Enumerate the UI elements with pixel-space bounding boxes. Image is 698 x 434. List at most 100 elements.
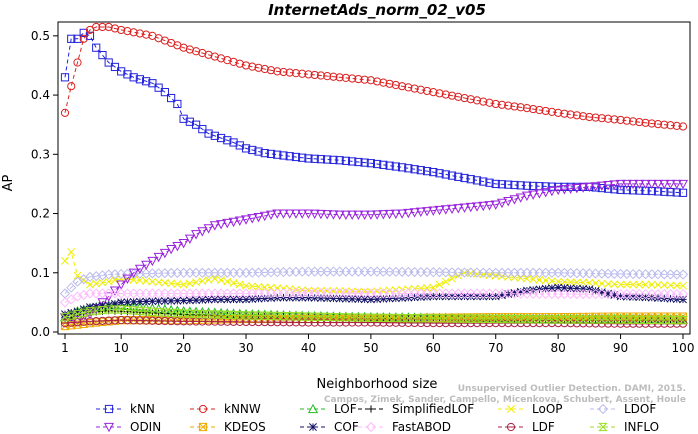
data-point-inflo <box>272 311 283 321</box>
x-tick-label: 100 <box>672 341 695 355</box>
data-point-loop <box>529 275 538 284</box>
data-point-odin <box>322 210 333 220</box>
data-point-knnw <box>117 25 126 35</box>
data-point-cof <box>522 286 531 295</box>
data-point-loop <box>229 279 238 287</box>
data-point-odin <box>596 181 607 191</box>
data-point-knn <box>260 149 269 158</box>
data-point-odin <box>534 189 545 199</box>
data-point-knnw <box>73 58 82 67</box>
data-point-loop <box>142 277 151 286</box>
data-point-inflo <box>372 313 382 322</box>
data-point-fastabod <box>72 291 83 302</box>
data-point-cof <box>622 292 631 301</box>
data-point-cof <box>616 292 625 301</box>
data-point-inflo <box>459 314 470 323</box>
data-point-knnw <box>660 120 669 129</box>
data-point-odin <box>621 179 632 190</box>
data-point-cof <box>204 295 213 304</box>
data-point-knnw <box>191 47 201 56</box>
data-point-knnw <box>285 68 294 77</box>
data-point-cof <box>360 295 369 304</box>
data-point-cof <box>248 295 257 304</box>
legend-item-cof: COF <box>300 420 359 434</box>
data-point-inflo <box>484 314 495 324</box>
data-point-cof <box>210 295 219 304</box>
data-point-knnw <box>416 85 425 94</box>
data-point-inflo <box>110 305 120 314</box>
legend-label-fastabod: FastABOD <box>392 420 451 434</box>
data-point-fastabod <box>677 288 689 300</box>
data-point-inflo <box>553 315 563 324</box>
data-point-knn <box>223 136 232 145</box>
data-point-cof <box>516 287 525 296</box>
data-point-knnw <box>460 93 469 103</box>
data-point-inflo <box>409 314 420 323</box>
y-axis-ticks: 0.0 0.1 0.2 0.3 0.4 0.5 <box>31 29 58 339</box>
data-point-loop <box>160 278 169 287</box>
data-point-loop <box>622 280 631 289</box>
data-point-knn <box>348 157 357 166</box>
x-tick-label: 80 <box>551 341 566 355</box>
data-point-odin <box>116 280 127 290</box>
x-tick-label: 50 <box>363 341 378 355</box>
data-point-knnw <box>497 100 507 109</box>
data-point-loop <box>167 279 176 288</box>
data-point-cof <box>148 297 157 306</box>
data-point-knnw <box>466 95 475 104</box>
data-point-knnw <box>210 52 219 61</box>
data-point-knn <box>354 157 363 167</box>
data-point-odin <box>159 248 170 259</box>
data-point-inflo <box>503 314 514 324</box>
data-point-knnw <box>635 117 644 127</box>
data-point-knn <box>216 133 226 143</box>
data-point-knnw <box>79 34 88 43</box>
data-point-inflo <box>609 315 620 324</box>
data-point-knn <box>241 144 251 153</box>
data-point-knn <box>597 183 606 193</box>
data-point-knn <box>92 43 101 52</box>
data-point-cof <box>547 284 556 293</box>
data-point-inflo <box>359 313 370 322</box>
data-point-odin <box>203 224 214 234</box>
data-point-odin <box>565 184 576 194</box>
data-point-odin <box>359 210 370 220</box>
legend-item-ldf: LDF <box>498 420 555 434</box>
data-point-knn <box>447 171 457 180</box>
data-point-loop <box>429 283 438 292</box>
data-point-cof <box>466 292 475 301</box>
data-point-odin <box>122 274 133 284</box>
data-point-inflo <box>203 310 214 319</box>
data-point-cof <box>92 302 101 311</box>
series-line-odin <box>64 183 683 321</box>
legend-item-ldof: LDOF <box>590 402 656 416</box>
data-point-knnw <box>410 84 419 93</box>
data-point-knnw <box>429 88 438 97</box>
data-point-inflo <box>366 313 376 322</box>
data-point-odin <box>340 210 351 220</box>
watermark: Unsupervised Outlier Detection. DAMI, 20… <box>324 384 686 405</box>
data-point-knn <box>379 160 388 169</box>
data-point-odin <box>265 210 277 220</box>
data-point-inflo <box>303 312 314 321</box>
data-point-knn <box>491 179 500 189</box>
data-point-cof <box>560 283 569 292</box>
data-point-cof <box>566 284 575 293</box>
data-point-inflo <box>453 314 464 323</box>
data-point-odin <box>191 230 202 240</box>
data-point-odin <box>278 209 289 219</box>
data-point-loop <box>547 277 556 286</box>
legend-label-ldof: LDOF <box>624 402 656 416</box>
data-point-knnw <box>198 48 207 58</box>
data-point-knnw <box>397 82 407 91</box>
legend-marker-odin <box>103 422 115 433</box>
data-point-knn <box>422 167 432 176</box>
data-point-knnw <box>516 103 525 112</box>
data-point-knn <box>628 186 638 195</box>
data-point-odin <box>303 209 314 219</box>
data-point-loop <box>254 282 263 291</box>
data-point-knnw <box>435 89 444 98</box>
data-point-cof <box>541 284 550 293</box>
data-point-knn <box>516 181 525 190</box>
data-point-odin <box>646 179 657 190</box>
